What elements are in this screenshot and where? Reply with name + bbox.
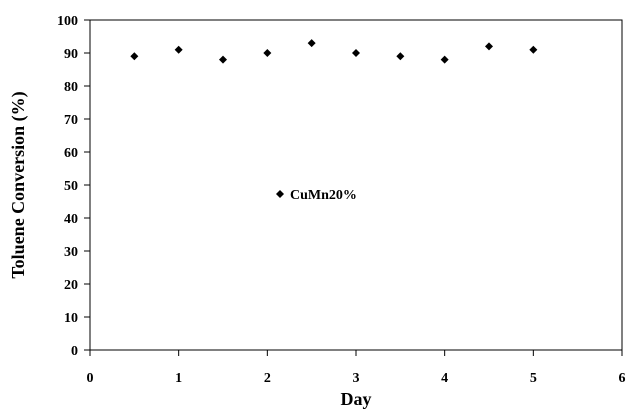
data-point: [174, 45, 183, 54]
y-axis-ticks: 0 10 20 30 40 50 60 70 80 90 100: [57, 14, 90, 359]
y-tick-label: 70: [64, 113, 78, 128]
y-tick-label: 100: [57, 14, 78, 29]
y-tick-label: 10: [64, 311, 78, 326]
data-point: [219, 55, 227, 64]
data-point: [130, 52, 139, 61]
data-point: [352, 49, 360, 57]
y-tick-label: 80: [64, 80, 78, 95]
y-tick-label: 20: [64, 278, 78, 293]
y-tick-label: 0: [71, 344, 78, 359]
y-tick-label: 60: [64, 146, 78, 161]
plot-area: [89, 19, 623, 351]
x-tick-label: 6: [619, 371, 626, 386]
legend: CuMn20%: [276, 188, 357, 203]
data-point: [529, 45, 538, 54]
x-axis-title: Day: [341, 389, 372, 409]
y-tick-label: 50: [64, 179, 78, 194]
x-tick-label: 4: [441, 371, 448, 386]
x-tick-label: 5: [530, 371, 537, 386]
data-point: [396, 52, 405, 61]
y-axis-title: Toluene Conversion (%): [8, 91, 29, 278]
y-tick-label: 30: [64, 245, 78, 260]
x-tick-label: 1: [175, 371, 182, 386]
x-tick-label: 2: [264, 371, 271, 386]
data-points: [130, 39, 538, 64]
data-point: [307, 39, 316, 48]
data-point: [485, 42, 493, 51]
x-tick-label: 3: [353, 371, 360, 386]
legend-label: CuMn20%: [290, 188, 357, 203]
data-point: [263, 49, 272, 57]
y-tick-label: 90: [64, 47, 78, 62]
y-tick-label: 40: [64, 212, 78, 227]
x-axis-ticks: 0 1 2 3 4 5 6: [87, 350, 626, 386]
legend-marker: [276, 190, 284, 198]
x-tick-label: 0: [87, 371, 94, 386]
data-point: [440, 55, 449, 64]
